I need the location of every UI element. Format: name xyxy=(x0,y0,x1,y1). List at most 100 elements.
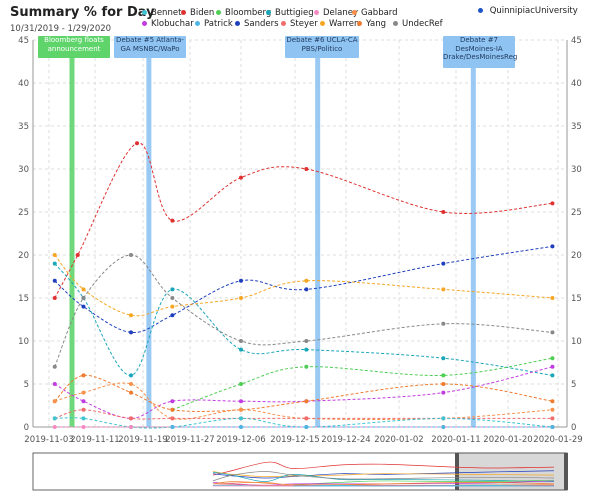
legend-item-biden[interactable]: Biden xyxy=(181,8,214,18)
data-point xyxy=(52,416,57,421)
data-point xyxy=(239,399,243,404)
data-point xyxy=(550,373,555,378)
legend-item-delaney[interactable]: Delaney xyxy=(314,8,358,18)
data-point xyxy=(550,399,555,404)
legend-item-bennet[interactable]: Bennet xyxy=(142,8,181,18)
data-point xyxy=(550,364,555,369)
y-tick-label-left: 0 xyxy=(24,423,29,433)
data-point xyxy=(550,407,555,412)
data-point xyxy=(129,373,133,378)
event-line xyxy=(69,40,75,427)
event-label: Bloomberg floats announcement xyxy=(38,36,110,58)
source-legend-item[interactable]: QuinnipiacUniversity xyxy=(478,6,578,16)
y-tick-label-right: 5 xyxy=(571,380,576,390)
y-tick-label-right: 0 xyxy=(571,423,576,433)
data-point xyxy=(239,425,243,429)
x-tick-label: 2019-11-03 xyxy=(24,435,73,445)
y-tick-label-left: 40 xyxy=(18,79,29,89)
data-point xyxy=(304,399,309,404)
data-point xyxy=(550,201,555,206)
legend-item-steyer[interactable]: Steyer xyxy=(281,19,318,29)
legend-item-klobuchar[interactable]: Klobuchar xyxy=(142,19,194,29)
data-point xyxy=(239,175,243,180)
chart-title: Summary % for Day xyxy=(10,5,155,20)
legend-dot-icon xyxy=(320,21,325,26)
y-tick-label-left: 25 xyxy=(18,208,29,218)
legend-label: Klobuchar xyxy=(151,19,194,29)
navigator-line-klobuchar xyxy=(212,480,555,486)
data-point xyxy=(52,278,57,283)
data-point xyxy=(441,261,446,266)
data-point xyxy=(550,425,555,429)
legend-item-bloomberg[interactable]: Bloomberg xyxy=(216,8,271,18)
legend-label: Gabbard xyxy=(361,8,398,18)
navigator-line-bloomberg xyxy=(293,479,555,485)
legend-dot-icon xyxy=(281,21,286,26)
x-tick-label: 2019-12-24 xyxy=(321,435,370,445)
data-point xyxy=(550,330,555,335)
data-point xyxy=(52,253,57,257)
data-point xyxy=(239,382,243,386)
data-point xyxy=(170,416,175,421)
data-point xyxy=(170,304,175,309)
legend-dot-icon xyxy=(142,10,147,15)
data-point xyxy=(441,373,446,378)
y-tick-label-left: 5 xyxy=(24,380,29,390)
data-point xyxy=(304,167,309,171)
navigator-handle-right xyxy=(564,453,568,490)
legend-dot-icon xyxy=(357,21,362,26)
data-point xyxy=(81,407,86,412)
data-point xyxy=(52,382,57,386)
data-point xyxy=(129,253,133,257)
legend-dot-icon xyxy=(352,10,357,15)
legend-item-buttigieg[interactable]: Buttigieg xyxy=(266,8,314,18)
data-point xyxy=(75,253,80,257)
x-tick-label: 2019-11-19 xyxy=(118,435,167,445)
legend-dot-icon xyxy=(393,21,398,26)
x-tick-label: 2019-11-11 xyxy=(70,435,119,445)
data-point xyxy=(81,416,86,421)
x-tick-label: 2019-12-06 xyxy=(216,435,265,445)
legend-item-gabbard[interactable]: Gabbard xyxy=(352,8,398,18)
y-tick-label-right: 35 xyxy=(571,122,582,132)
data-point xyxy=(81,399,86,404)
legend-label: Warren xyxy=(329,19,360,29)
data-point xyxy=(129,416,133,421)
data-point xyxy=(81,296,86,300)
data-point xyxy=(135,141,139,146)
data-point xyxy=(304,287,309,292)
data-point xyxy=(304,339,309,343)
data-point xyxy=(441,390,446,395)
data-point xyxy=(81,304,86,309)
data-point xyxy=(52,399,57,404)
legend-item-undecref[interactable]: UndecRef xyxy=(393,19,443,29)
event-label: Debate #7 DesMoines-IA Drake/DesMoinesRe… xyxy=(443,36,517,68)
data-point xyxy=(81,425,86,429)
data-point xyxy=(239,296,243,300)
data-point xyxy=(550,296,555,300)
data-point xyxy=(81,373,86,378)
series-line-undecref xyxy=(54,254,553,367)
data-point xyxy=(239,407,243,412)
series-line-biden xyxy=(54,142,553,299)
y-tick-label-right: 20 xyxy=(571,251,582,261)
series-line-warren xyxy=(54,254,553,317)
data-point xyxy=(170,218,175,223)
source-label: QuinnipiacUniversity xyxy=(489,6,578,16)
date-range: 10/31/2019 - 1/29/2020 xyxy=(10,24,112,34)
legend-dot-icon xyxy=(216,10,221,15)
legend-item-warren[interactable]: Warren xyxy=(320,19,359,29)
x-tick-label: 2019-12-15 xyxy=(270,435,319,445)
data-point xyxy=(304,347,309,352)
navigator-handle-left xyxy=(455,453,459,490)
y-tick-label-left: 15 xyxy=(18,294,29,304)
legend-item-sanders[interactable]: Sanders xyxy=(235,19,279,29)
data-point xyxy=(239,278,243,283)
legend-item-yang[interactable]: Yang xyxy=(357,19,386,29)
legend-label: Buttigieg xyxy=(275,8,314,18)
legend-dot-icon xyxy=(181,10,186,15)
legend-item-patrick[interactable]: Patrick xyxy=(195,19,233,29)
data-point xyxy=(81,287,86,292)
y-tick-label-left: 30 xyxy=(18,165,29,175)
data-point xyxy=(304,278,309,283)
